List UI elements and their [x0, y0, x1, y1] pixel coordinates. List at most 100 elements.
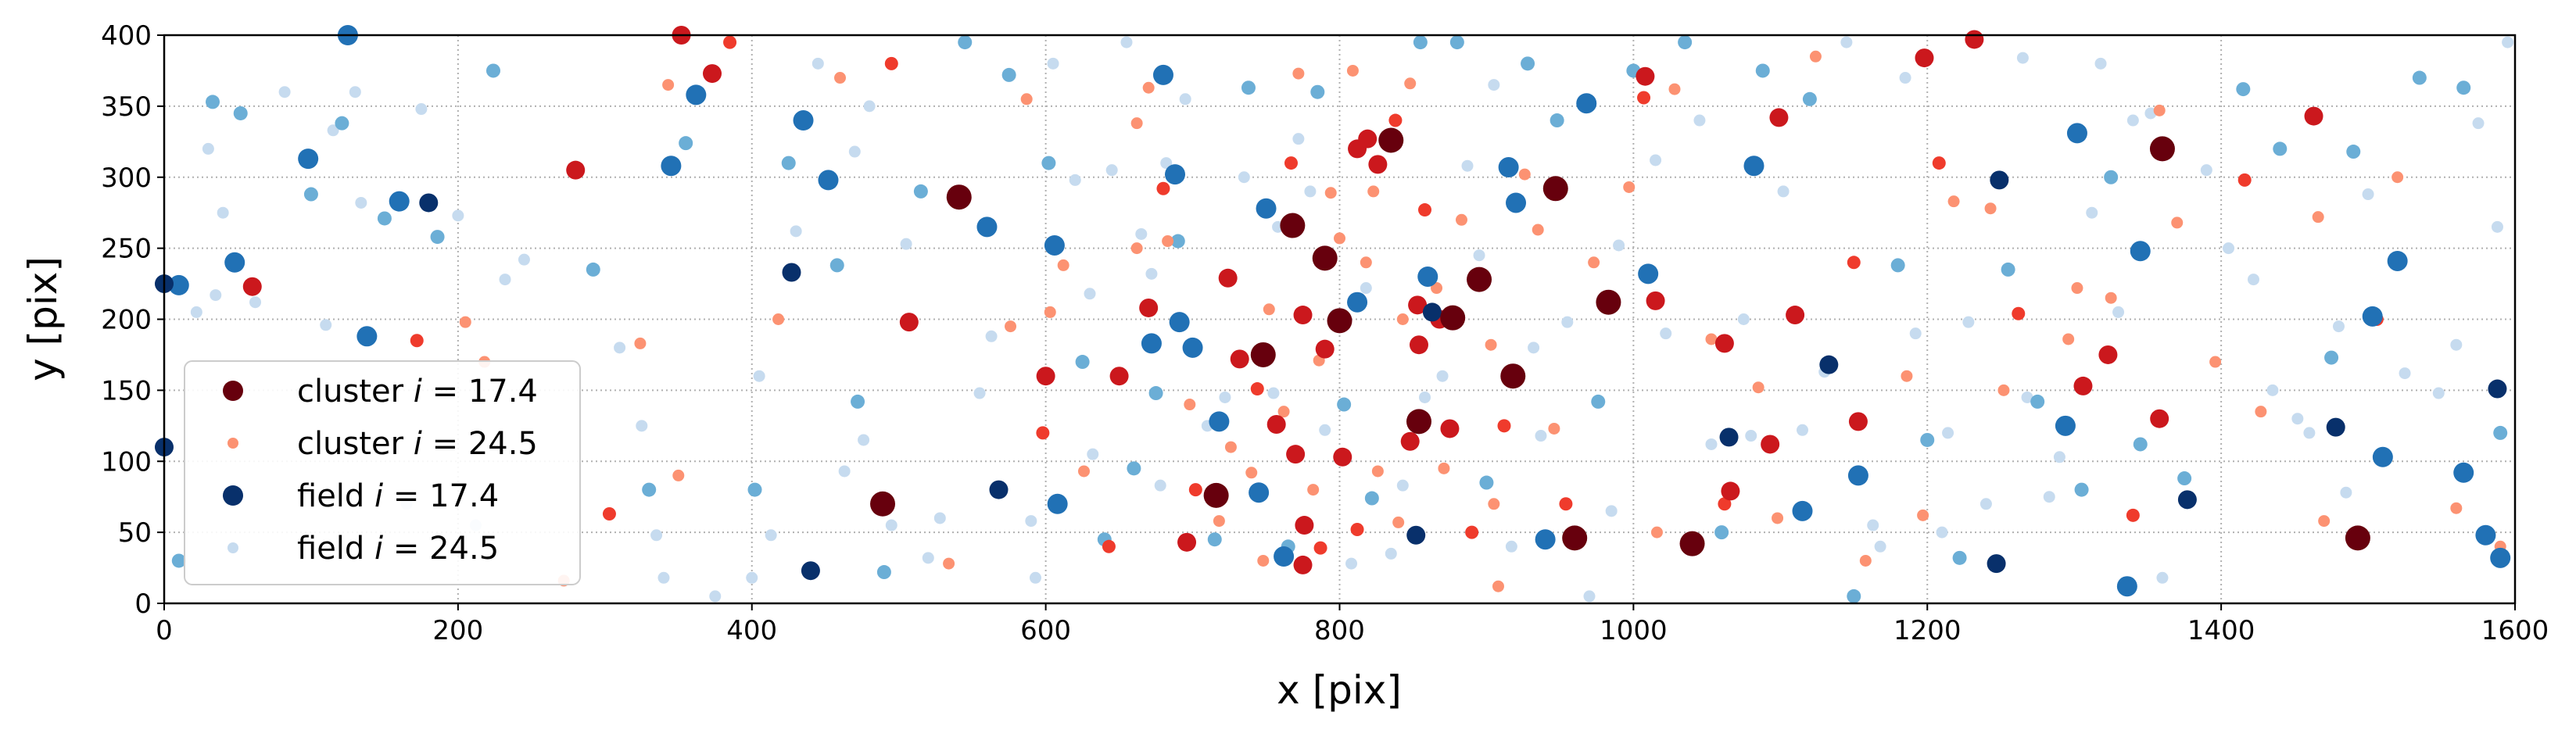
- data-point: [1029, 571, 1041, 584]
- data-point: [1047, 493, 1068, 514]
- legend-box: [184, 360, 581, 585]
- data-point: [1874, 540, 1886, 553]
- data-point: [1360, 256, 1372, 269]
- data-point: [1069, 174, 1081, 186]
- data-point: [709, 590, 722, 603]
- data-point: [1203, 482, 1229, 508]
- data-point: [2074, 482, 2089, 497]
- data-point: [1084, 288, 1096, 300]
- data-point: [1257, 554, 1270, 567]
- data-point: [782, 263, 801, 282]
- data-point: [1378, 127, 1404, 153]
- data-point: [2223, 242, 2235, 255]
- data-point: [1241, 80, 1256, 95]
- data-point: [2303, 427, 2316, 439]
- data-point: [772, 313, 785, 325]
- data-point: [1498, 157, 1519, 178]
- legend-marker: [228, 438, 238, 449]
- data-point: [249, 296, 262, 309]
- data-point: [884, 56, 898, 70]
- data-point: [2171, 216, 2184, 229]
- data-point: [1936, 526, 1948, 538]
- data-point: [1396, 479, 1409, 492]
- data-point: [1218, 268, 1238, 288]
- data-point: [1809, 50, 1822, 63]
- data-point: [430, 230, 445, 245]
- data-point: [1596, 289, 1621, 315]
- data-point: [1867, 519, 1879, 531]
- data-point: [781, 156, 796, 170]
- data-point: [1188, 483, 1202, 497]
- data-point: [1492, 580, 1504, 592]
- data-point: [1267, 387, 1280, 399]
- data-point: [1840, 36, 1853, 48]
- data-point: [2412, 70, 2427, 85]
- data-point: [2345, 525, 2370, 551]
- data-point: [614, 342, 626, 354]
- data-point: [377, 211, 392, 226]
- data-point: [2177, 490, 2197, 510]
- data-point: [1312, 245, 1338, 271]
- data-point: [1120, 36, 1133, 48]
- data-point: [1127, 461, 1141, 476]
- data-point: [1182, 337, 1203, 358]
- data-point: [2043, 491, 2055, 503]
- data-point: [1141, 333, 1162, 354]
- data-point: [1077, 465, 1090, 478]
- data-point: [1087, 448, 1099, 460]
- y-axis-title: y [pix]: [20, 256, 66, 381]
- data-point: [2291, 413, 2304, 425]
- data-point: [2177, 471, 2192, 486]
- data-point: [642, 482, 657, 497]
- data-point: [303, 187, 318, 202]
- data-point: [1109, 367, 1129, 386]
- data-point: [168, 274, 189, 295]
- data-point: [1623, 181, 1636, 193]
- data-point: [1327, 308, 1352, 334]
- data-point: [206, 95, 220, 109]
- data-point: [1184, 399, 1196, 411]
- data-point: [1859, 554, 1872, 567]
- data-point: [1152, 64, 1173, 85]
- data-point: [2236, 82, 2251, 97]
- data-point: [2491, 220, 2503, 233]
- data-point: [801, 561, 820, 581]
- data-point: [2273, 141, 2288, 156]
- data-point: [2144, 107, 2157, 120]
- data-point: [1419, 391, 1431, 403]
- legend-label-value: = 17.4: [422, 374, 538, 410]
- data-point: [2488, 379, 2507, 399]
- data-point: [210, 289, 222, 302]
- data-point: [278, 86, 291, 98]
- data-point: [2112, 306, 2125, 318]
- legend-label-variable: i: [414, 426, 422, 462]
- data-point: [1847, 465, 1868, 486]
- data-point: [1001, 67, 1016, 82]
- data-point: [2475, 524, 2496, 546]
- data-point: [1638, 263, 1659, 284]
- data-point: [1263, 303, 1275, 316]
- data-point: [1965, 30, 1984, 49]
- data-point: [1497, 419, 1511, 433]
- data-point: [2209, 356, 2222, 368]
- data-point: [1036, 426, 1050, 440]
- data-point: [1274, 546, 1295, 567]
- data-point: [2324, 350, 2339, 365]
- data-point: [922, 552, 934, 564]
- data-point: [1678, 35, 1693, 50]
- data-point: [2094, 57, 2107, 70]
- data-point: [885, 519, 897, 531]
- data-point: [976, 216, 998, 238]
- legend-marker: [223, 381, 243, 401]
- data-point: [985, 330, 998, 342]
- data-point: [1679, 531, 1705, 556]
- data-point: [1256, 198, 1277, 219]
- data-point: [2086, 206, 2098, 219]
- data-point: [1333, 447, 1352, 467]
- data-point: [2340, 486, 2352, 499]
- data-point: [1505, 540, 1517, 553]
- data-point: [1219, 391, 1231, 403]
- data-point: [703, 64, 722, 84]
- y-tick-label: 300: [101, 163, 152, 194]
